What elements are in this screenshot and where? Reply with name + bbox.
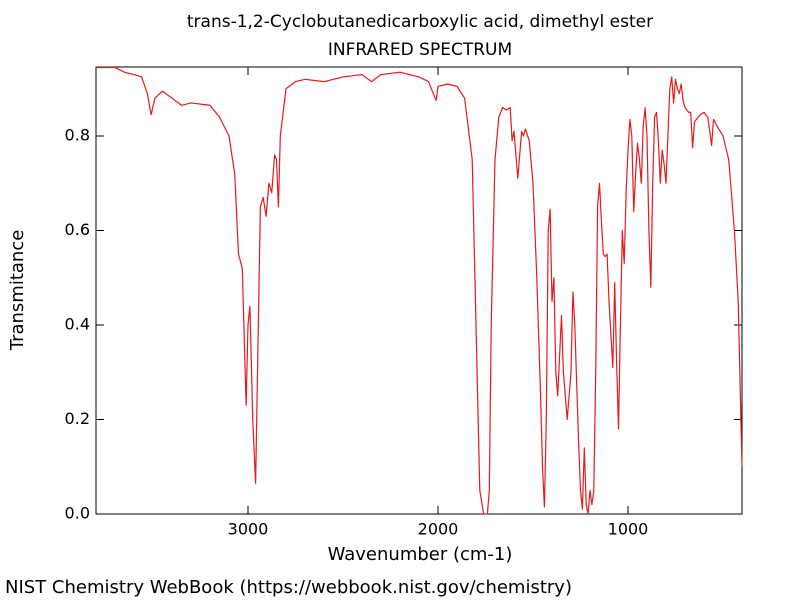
y-tick-label: 0.4 [65,314,90,333]
x-tick-label: 3000 [228,520,269,539]
source-note: NIST Chemistry WebBook (https://webbook.… [5,577,572,598]
y-tick-label: 0.8 [65,125,90,144]
x-tick-label: 2000 [418,520,459,539]
y-tick-label: 0.0 [65,504,90,523]
y-axis-label: Transmitance [7,230,28,352]
spectrum-line [96,66,743,515]
plot-frame [95,66,743,515]
y-tick-label: 0.6 [65,220,90,239]
chart-subtitle: INFRARED SPECTRUM [328,40,512,60]
x-axis-label: Wavenumber (cm-1) [328,544,513,565]
chart-title: trans-1,2-Cyclobutanedicarboxylic acid, … [187,12,653,32]
x-tick-label: 1000 [608,520,649,539]
y-tick-label: 0.2 [65,409,90,428]
